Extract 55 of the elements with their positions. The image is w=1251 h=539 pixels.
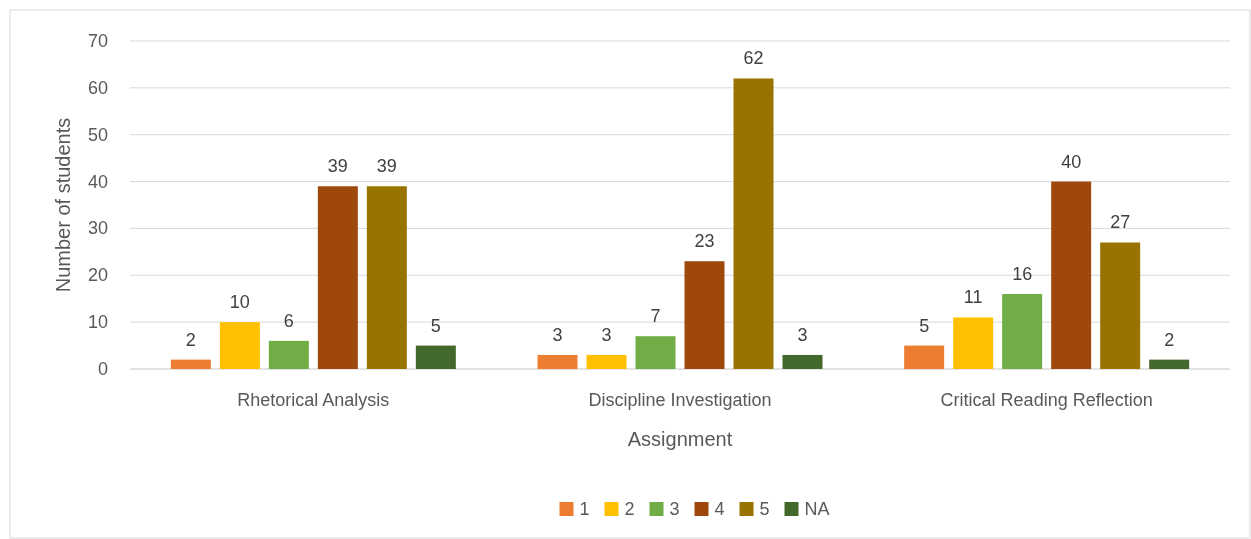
data-label: 40	[1061, 151, 1082, 172]
data-label: 11	[963, 287, 983, 308]
bar	[415, 345, 456, 369]
bar	[317, 186, 358, 369]
bar	[782, 354, 823, 369]
legend-label: 3	[669, 499, 680, 519]
legend-label: 2	[624, 499, 635, 519]
legend-label: 1	[579, 499, 590, 519]
data-label: 3	[601, 324, 612, 345]
data-label: 5	[919, 315, 930, 336]
data-label: 16	[1012, 264, 1033, 285]
x-tick-label: Discipline Investigation	[588, 390, 772, 410]
y-tick-label: 10	[87, 312, 108, 333]
y-tick-label: 60	[87, 77, 108, 98]
x-tick-label: Rhetorical Analysis	[237, 390, 390, 410]
x-tick-label: Critical Reading Reflection	[940, 390, 1153, 410]
y-tick-label: 20	[87, 265, 108, 286]
legend-label: NA	[804, 499, 830, 519]
data-label: 6	[283, 310, 294, 331]
bar	[219, 322, 260, 369]
data-label: 27	[1110, 212, 1131, 233]
data-label: 62	[743, 48, 764, 69]
bar	[537, 354, 578, 369]
x-axis-title: Assignment	[627, 428, 733, 450]
y-axis-title: Number of students	[52, 117, 74, 293]
bar	[684, 261, 725, 369]
bar	[268, 340, 309, 369]
data-label: 3	[797, 324, 808, 345]
y-tick-label: 50	[87, 124, 108, 145]
bar	[733, 78, 774, 369]
data-label: 39	[376, 156, 397, 177]
y-tick-label: 40	[87, 171, 108, 192]
bar	[1051, 181, 1092, 369]
bar	[953, 317, 994, 369]
data-label: 23	[694, 231, 715, 252]
data-label: 5	[430, 315, 441, 336]
y-tick-label: 0	[97, 359, 108, 379]
data-label: 10	[229, 292, 250, 313]
bar	[1149, 359, 1190, 369]
bar	[904, 345, 945, 369]
bar	[170, 359, 211, 369]
y-tick-label: 30	[87, 218, 108, 239]
legend-label: 4	[714, 499, 725, 519]
y-tick-label: 70	[87, 31, 108, 51]
bar	[635, 336, 676, 369]
bar	[1100, 242, 1141, 369]
data-label: 39	[327, 156, 348, 177]
bar	[586, 354, 627, 369]
legend-label: 5	[759, 499, 770, 519]
data-label: 2	[1164, 329, 1175, 350]
bar	[1002, 294, 1043, 369]
data-label: 3	[552, 324, 563, 345]
data-label: 2	[185, 329, 196, 350]
bar	[366, 186, 407, 369]
data-label: 7	[650, 306, 661, 327]
